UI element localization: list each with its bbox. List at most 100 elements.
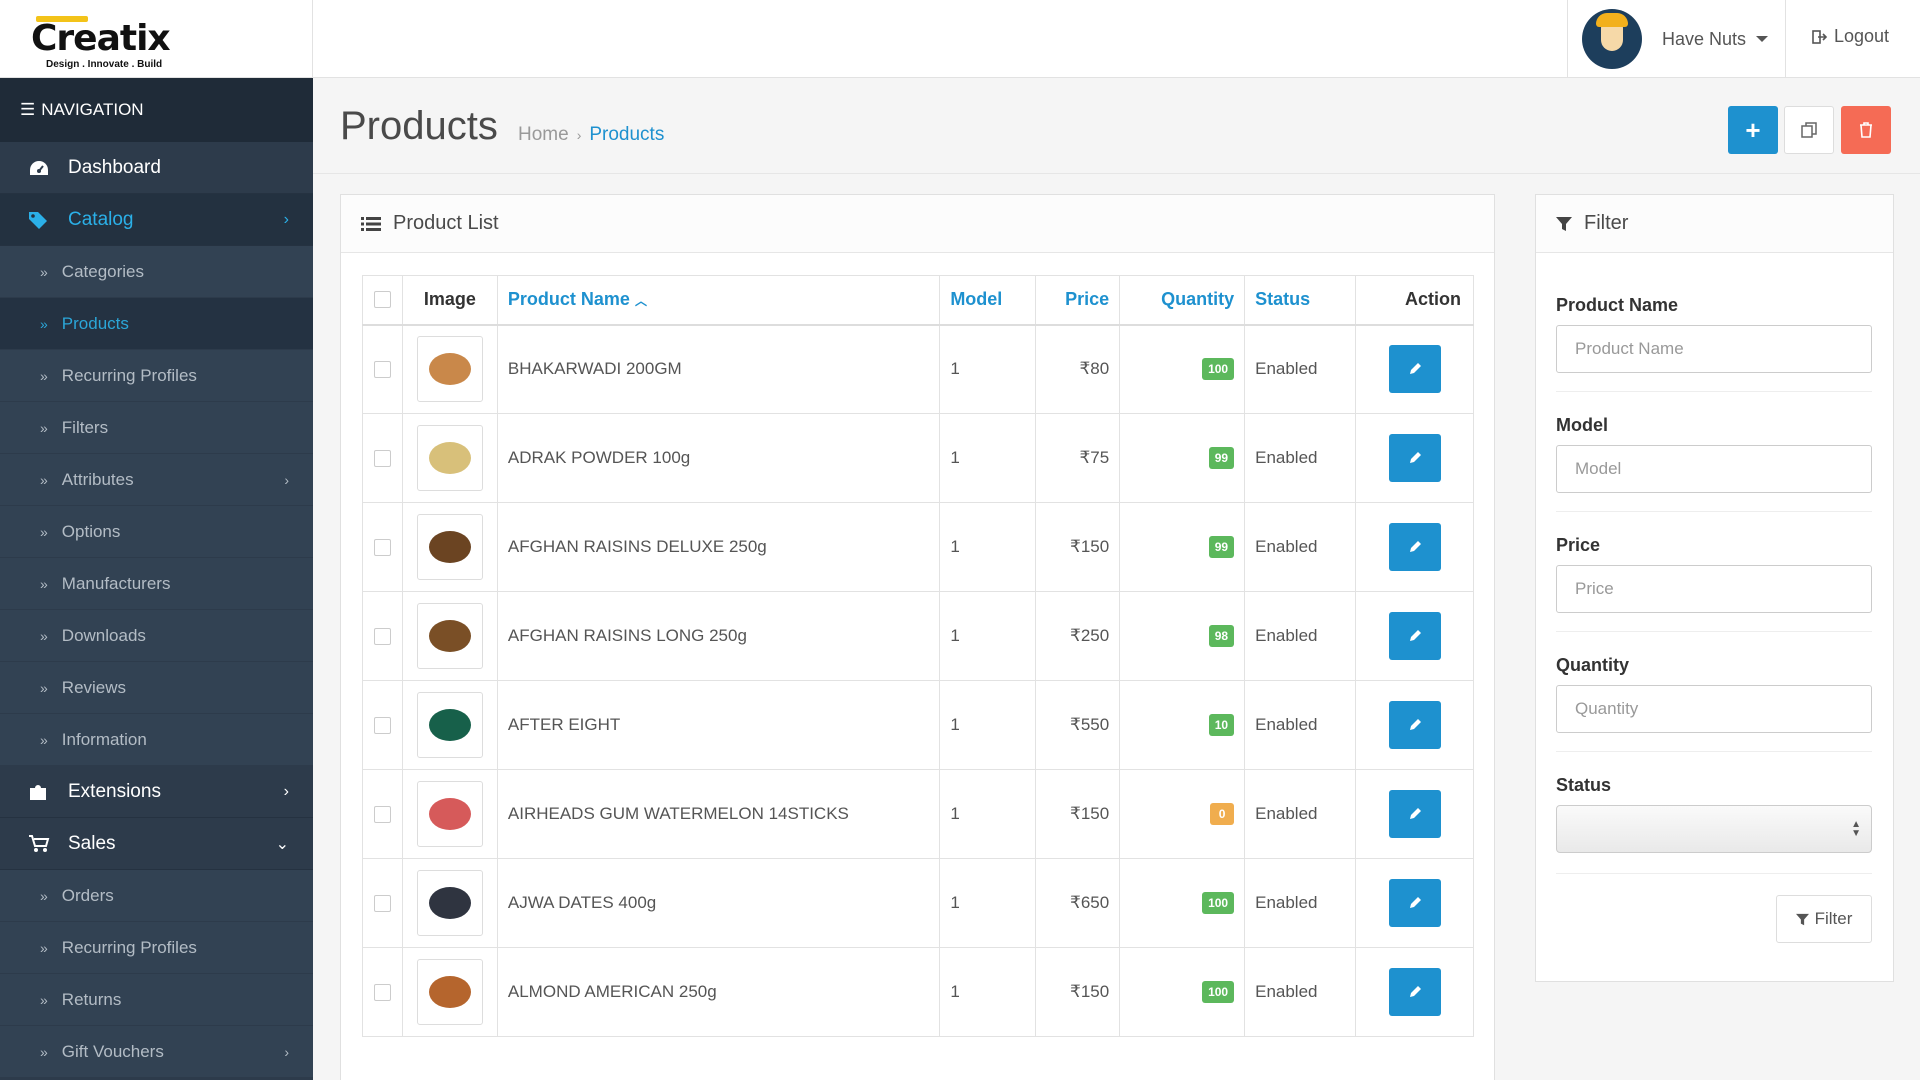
product-thumbnail[interactable]	[416, 514, 483, 580]
column-model[interactable]: Model	[939, 275, 1037, 326]
shopping-cart-icon	[26, 834, 52, 854]
double-chevron-icon: »	[40, 939, 48, 956]
edit-button[interactable]	[1388, 879, 1441, 927]
sidebar-subitem-products[interactable]: » Products	[0, 298, 313, 350]
double-chevron-icon: »	[40, 575, 48, 592]
product-name: AFGHAN RAISINS DELUXE 250g	[496, 502, 941, 592]
edit-button[interactable]	[1388, 612, 1441, 660]
product-name-input[interactable]	[1556, 325, 1872, 373]
copy-button[interactable]	[1784, 106, 1834, 154]
product-status: Enabled	[1244, 680, 1357, 770]
product-thumbnail[interactable]	[416, 425, 483, 491]
sidebar-subitem-sales-recurring-profiles[interactable]: » Recurring Profiles	[0, 922, 313, 974]
sidebar-item-extensions[interactable]: Extensions ›	[0, 766, 313, 818]
breadcrumb-home[interactable]: Home	[518, 124, 569, 145]
sidebar-item-sales[interactable]: Sales ⌄	[0, 818, 313, 870]
pencil-icon	[1409, 897, 1421, 908]
product-name: AJWA DATES 400g	[496, 858, 941, 948]
chevron-right-icon: ›	[284, 471, 289, 488]
edit-button[interactable]	[1388, 523, 1441, 571]
product-model: 1	[939, 413, 1037, 503]
edit-button[interactable]	[1388, 701, 1441, 749]
sidebar: ☰ NAVIGATION Dashboard Catalog › » Catego…	[0, 78, 313, 1080]
product-status: Enabled	[1244, 947, 1357, 1037]
sidebar-subitem-information[interactable]: » Information	[0, 714, 313, 766]
row-checkbox[interactable]	[373, 538, 391, 556]
sidebar-subitem-attributes[interactable]: » Attributes ›	[0, 454, 313, 506]
avatar	[1582, 9, 1642, 69]
sidebar-subitem-reviews[interactable]: » Reviews	[0, 662, 313, 714]
action-cell	[1355, 413, 1474, 503]
row-checkbox[interactable]	[373, 716, 391, 734]
logo-accent	[36, 16, 88, 22]
quantity-input[interactable]	[1556, 685, 1872, 733]
model-label: Model	[1556, 415, 1608, 435]
edit-button[interactable]	[1388, 968, 1441, 1016]
sidebar-subitem-orders[interactable]: » Orders	[0, 870, 313, 922]
form-divider	[1556, 511, 1872, 512]
filter-button[interactable]: Filter	[1776, 895, 1872, 943]
sidebar-subitem-recurring-profiles[interactable]: » Recurring Profiles	[0, 350, 313, 402]
row-checkbox[interactable]	[373, 805, 391, 823]
sidebar-item-dashboard[interactable]: Dashboard	[0, 142, 313, 194]
sidebar-subitem-filters[interactable]: » Filters	[0, 402, 313, 454]
sidebar-subitem-options[interactable]: » Options	[0, 506, 313, 558]
product-model: 1	[939, 947, 1037, 1037]
user-menu[interactable]: Have Nuts	[1567, 0, 1786, 78]
model-input[interactable]	[1556, 445, 1872, 493]
product-thumbnail[interactable]	[416, 692, 483, 758]
status-select[interactable]: ▲ ▼	[1556, 805, 1872, 853]
sidebar-subitem-label: Manufacturers	[61, 573, 171, 593]
action-cell	[1355, 858, 1474, 948]
column-status[interactable]: Status	[1244, 275, 1357, 326]
product-image-cell	[401, 502, 498, 592]
select-arrows-icon: ▲ ▼	[1851, 819, 1861, 839]
sidebar-subitem-downloads[interactable]: » Downloads	[0, 610, 313, 662]
product-thumbnail[interactable]	[416, 336, 483, 403]
product-name: ALMOND AMERICAN 250g	[496, 947, 941, 1037]
logout-link[interactable]: Logout	[1812, 26, 1889, 47]
edit-button[interactable]	[1388, 345, 1441, 394]
quantity-badge: 10	[1208, 714, 1235, 736]
add-new-button[interactable]: +	[1728, 106, 1778, 154]
product-thumbnail[interactable]	[416, 959, 483, 1025]
chevron-right-icon: ›	[283, 782, 289, 800]
logo[interactable]: Creatix Design . Innovate . Build	[0, 0, 313, 78]
column-price[interactable]: Price	[1035, 275, 1121, 326]
filter-panel: Filter Product Name Model Price Quantity…	[1535, 194, 1894, 982]
sidebar-subitem-manufacturers[interactable]: » Manufacturers	[0, 558, 313, 610]
pencil-icon	[1409, 452, 1421, 463]
column-product-name[interactable]: Product Name ︿	[496, 275, 941, 326]
sidebar-subitem-categories[interactable]: » Categories	[0, 246, 313, 298]
sidebar-subitem-returns[interactable]: » Returns	[0, 974, 313, 1026]
navigation-header[interactable]: ☰ NAVIGATION	[0, 78, 313, 142]
filter-icon	[1556, 216, 1572, 231]
sidebar-item-catalog[interactable]: Catalog ›	[0, 194, 313, 246]
quantity-cell: 99	[1119, 502, 1246, 592]
price-input[interactable]	[1556, 565, 1872, 613]
row-checkbox[interactable]	[373, 627, 391, 645]
pencil-icon	[1409, 986, 1421, 997]
delete-button[interactable]	[1841, 106, 1891, 154]
row-checkbox[interactable]	[373, 449, 391, 467]
edit-button[interactable]	[1388, 434, 1441, 482]
breadcrumb-products[interactable]: Products	[589, 124, 665, 145]
row-checkbox[interactable]	[373, 360, 391, 378]
row-checkbox[interactable]	[373, 983, 391, 1001]
sidebar-subitem-gift-vouchers[interactable]: » Gift Vouchers ›	[0, 1026, 313, 1078]
price-label: Price	[1556, 535, 1601, 555]
product-thumbnail[interactable]	[416, 781, 483, 847]
row-select-cell	[362, 769, 403, 859]
table-row: AIRHEADS GUM WATERMELON 14STICKS 1 ₹150 0 En…	[362, 769, 1474, 859]
select-all-checkbox[interactable]	[373, 291, 391, 309]
product-status: Enabled	[1244, 858, 1357, 948]
quantity-badge: 99	[1208, 536, 1235, 558]
column-quantity[interactable]: Quantity	[1119, 275, 1246, 326]
edit-button[interactable]	[1388, 790, 1441, 838]
product-thumbnail[interactable]	[416, 870, 483, 936]
list-icon	[361, 216, 381, 231]
product-thumbnail[interactable]	[416, 603, 483, 669]
sidebar-item-label: Dashboard	[68, 156, 161, 178]
row-select-cell	[362, 324, 403, 414]
row-checkbox[interactable]	[373, 894, 391, 912]
